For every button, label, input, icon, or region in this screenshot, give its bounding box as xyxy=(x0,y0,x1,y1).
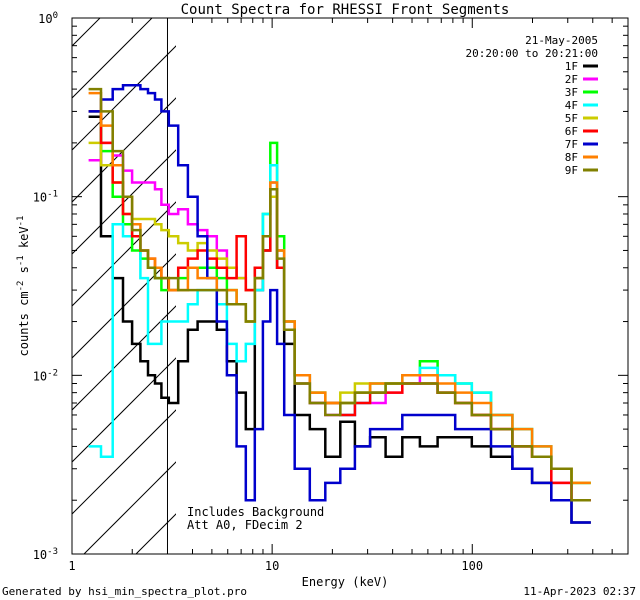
series-1F-line xyxy=(88,115,591,524)
annotation-background: Includes Background xyxy=(187,505,324,519)
legend-label-9F: 9F xyxy=(565,164,578,177)
hatch-line xyxy=(72,409,176,515)
legend-label-6F: 6F xyxy=(565,125,578,138)
legend-label-2F: 2F xyxy=(565,73,578,86)
y-axis-label: counts cm-2 s-1 keV-1 xyxy=(16,216,31,357)
footer-timestamp: 11-Apr-2023 02:37 xyxy=(523,585,636,598)
annotation-attenuator: Att A0, FDecim 2 xyxy=(187,518,303,532)
chart-title: Count Spectra for RHESSI Front Segments xyxy=(181,2,510,18)
hatch-line xyxy=(72,18,153,99)
legend-label-4F: 4F xyxy=(565,99,578,112)
excluded-energy-region xyxy=(0,0,640,554)
info-panel: 21-May-2005 20:20:00 to 20:21:00 xyxy=(466,34,598,60)
legend-label-5F: 5F xyxy=(565,112,578,125)
legend-label-8F: 8F xyxy=(565,151,578,164)
axes: 1 10 100 100 10-1 10-2 10-3 xyxy=(33,11,629,573)
legend-label-3F: 3F xyxy=(565,86,578,99)
series-group xyxy=(88,84,591,524)
series-7F-line xyxy=(88,84,591,524)
y-tick-label: 100 xyxy=(38,11,58,26)
y-tick-label: 10-2 xyxy=(33,368,58,383)
hatch-line xyxy=(240,0,640,554)
hatch-line xyxy=(0,0,72,554)
x-tick-label: 100 xyxy=(461,559,483,573)
plot-frame xyxy=(71,17,629,555)
hatch-line xyxy=(72,45,176,151)
legend-label-1F: 1F xyxy=(565,60,578,73)
series-9F-line xyxy=(88,87,591,502)
hatch-line xyxy=(72,201,176,307)
time-range-label: 20:20:00 to 20:21:00 xyxy=(466,47,598,60)
x-tick-label: 10 xyxy=(265,559,279,573)
x-tick-label: 1 xyxy=(68,559,75,573)
footer-generated-by: Generated by hsi_min_spectra_plot.pro xyxy=(2,585,248,598)
y-tick-label: 10-3 xyxy=(33,547,58,562)
x-axis-label: Energy (keV) xyxy=(302,575,389,589)
legend-label-7F: 7F xyxy=(565,138,578,151)
hatch-line xyxy=(72,357,176,463)
y-tick-label: 10-1 xyxy=(33,190,58,205)
date-label: 21-May-2005 xyxy=(525,34,598,47)
